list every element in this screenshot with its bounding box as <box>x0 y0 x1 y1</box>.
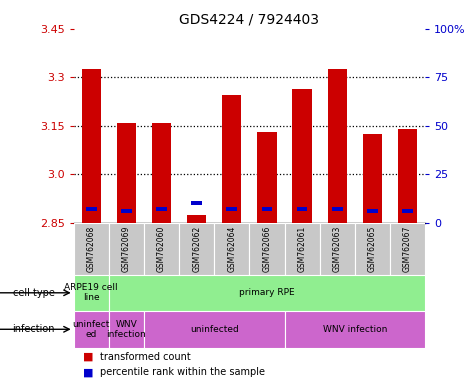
Text: GSM762061: GSM762061 <box>298 225 306 272</box>
Text: GSM762060: GSM762060 <box>157 225 166 272</box>
Text: primary RPE: primary RPE <box>239 288 295 297</box>
Bar <box>152 122 171 223</box>
Text: GSM762067: GSM762067 <box>403 225 412 272</box>
Bar <box>297 207 307 211</box>
Text: GSM762069: GSM762069 <box>122 225 131 272</box>
Bar <box>367 209 378 213</box>
Bar <box>257 132 276 223</box>
Title: GDS4224 / 7924403: GDS4224 / 7924403 <box>180 12 319 26</box>
Bar <box>320 223 355 275</box>
Bar <box>74 311 109 348</box>
Bar <box>109 223 144 275</box>
Bar <box>74 223 109 275</box>
Text: GSM762066: GSM762066 <box>263 225 271 272</box>
Text: ■: ■ <box>83 352 94 362</box>
Bar <box>86 207 96 211</box>
Bar <box>109 311 144 348</box>
Bar <box>74 275 109 311</box>
Bar <box>398 129 417 223</box>
Bar <box>249 223 285 275</box>
Text: transformed count: transformed count <box>100 352 190 362</box>
Text: infection: infection <box>12 324 55 334</box>
Bar <box>179 223 214 275</box>
Bar <box>156 207 167 211</box>
Text: GSM762068: GSM762068 <box>87 225 95 272</box>
Text: GSM762062: GSM762062 <box>192 225 201 272</box>
Bar <box>293 89 312 223</box>
Text: GSM762063: GSM762063 <box>333 225 342 272</box>
Bar <box>363 134 382 223</box>
Bar <box>144 311 285 348</box>
Bar <box>191 201 202 205</box>
Bar <box>328 69 347 223</box>
Text: WNV
infection: WNV infection <box>106 320 146 339</box>
Bar <box>262 207 272 211</box>
Bar <box>214 223 249 275</box>
Bar <box>390 223 425 275</box>
Bar <box>332 207 342 211</box>
Text: ARPE19 cell
line: ARPE19 cell line <box>65 283 118 302</box>
Text: WNV infection: WNV infection <box>323 325 387 334</box>
Text: cell type: cell type <box>13 288 55 298</box>
Bar <box>82 69 101 223</box>
Text: uninfected: uninfected <box>190 325 238 334</box>
Bar <box>285 223 320 275</box>
Bar <box>187 215 206 223</box>
Bar <box>402 209 413 213</box>
Text: percentile rank within the sample: percentile rank within the sample <box>100 367 265 377</box>
Text: GSM762065: GSM762065 <box>368 225 377 272</box>
Bar <box>355 223 390 275</box>
Bar <box>227 207 237 211</box>
Bar <box>117 122 136 223</box>
Bar <box>222 95 241 223</box>
Text: uninfect
ed: uninfect ed <box>73 320 110 339</box>
Bar <box>121 209 132 213</box>
Bar <box>285 311 425 348</box>
Text: GSM762064: GSM762064 <box>228 225 236 272</box>
Text: ■: ■ <box>83 367 94 377</box>
Bar <box>144 223 179 275</box>
